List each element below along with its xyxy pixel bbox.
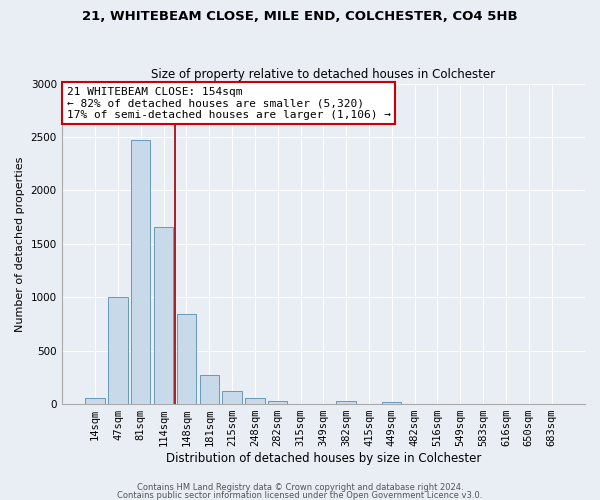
Bar (131, 140, 151, 404)
Text: 21, WHITEBEAM CLOSE, MILE END, COLCHESTER, CO4 5HB: 21, WHITEBEAM CLOSE, MILE END, COLCHESTE… (82, 10, 518, 23)
Bar (223, 392, 242, 404)
Text: Contains public sector information licensed under the Open Government Licence v3: Contains public sector information licen… (118, 491, 482, 500)
Bar (177, 314, 196, 404)
Bar (268, 401, 287, 404)
Bar (154, 226, 173, 404)
Text: 21 WHITEBEAM CLOSE: 154sqm
← 82% of detached houses are smaller (5,320)
17% of s: 21 WHITEBEAM CLOSE: 154sqm ← 82% of deta… (67, 87, 391, 120)
X-axis label: Distribution of detached houses by size in Colchester: Distribution of detached houses by size … (166, 452, 481, 465)
Bar (245, 398, 265, 404)
Bar (85, 398, 105, 404)
Text: Contains HM Land Registry data © Crown copyright and database right 2024.: Contains HM Land Registry data © Crown c… (137, 484, 463, 492)
Bar (200, 375, 219, 404)
Bar (382, 402, 401, 404)
Bar (337, 401, 356, 404)
Y-axis label: Number of detached properties: Number of detached properties (15, 156, 25, 332)
Title: Size of property relative to detached houses in Colchester: Size of property relative to detached ho… (151, 68, 496, 81)
Bar (108, 297, 128, 404)
